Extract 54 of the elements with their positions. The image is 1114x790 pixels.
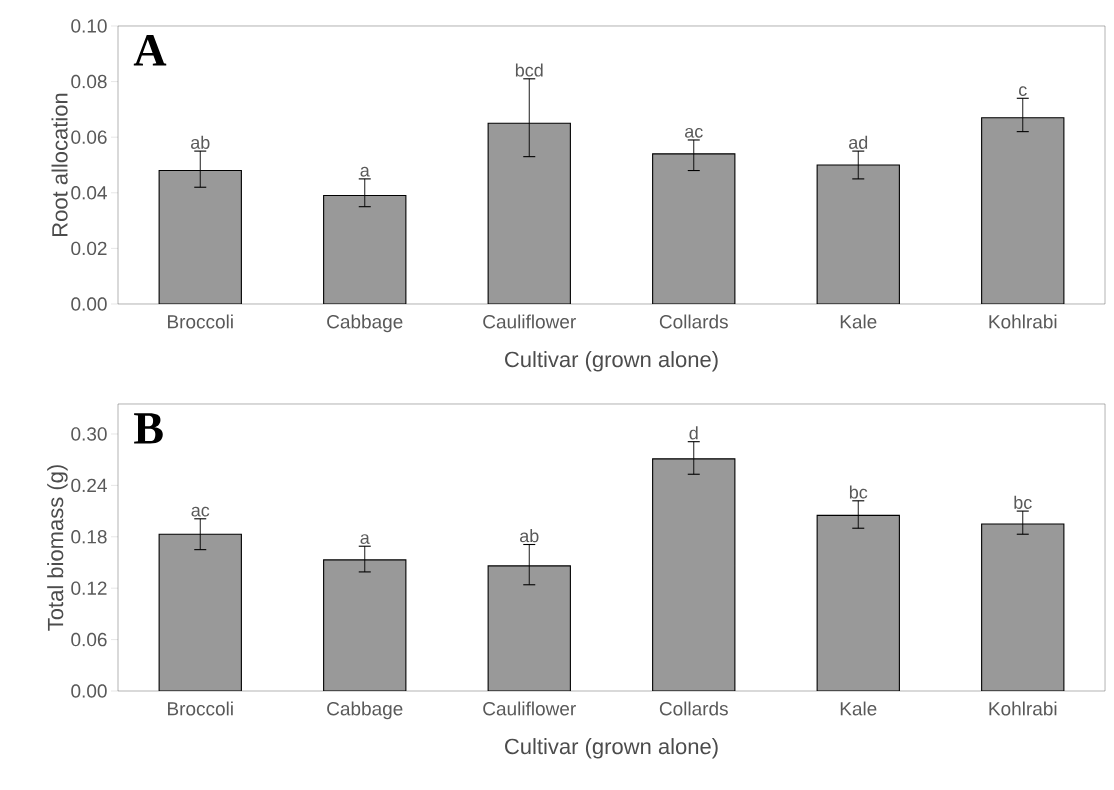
annotation: ab xyxy=(191,135,210,149)
bar xyxy=(652,153,736,304)
annotation: ad xyxy=(849,135,868,149)
bar xyxy=(158,170,242,304)
y-tick-label: 0.08 xyxy=(71,74,107,89)
x-tick-label: Kale xyxy=(840,701,877,716)
y-tick-label: 0.00 xyxy=(71,297,107,311)
bar xyxy=(487,565,571,691)
y-tick-label: 0.04 xyxy=(71,186,107,200)
annotation: d xyxy=(689,426,698,440)
x-tick-label: Kohlrabi xyxy=(989,701,1057,716)
annotation: bcd xyxy=(515,63,543,77)
annotation: ac xyxy=(685,127,703,138)
bar xyxy=(323,195,407,304)
y-axis-title: Root allocation xyxy=(51,93,68,236)
x-tick-label: Collards xyxy=(659,701,728,716)
y-tick-label: 0.06 xyxy=(71,632,107,647)
bar xyxy=(816,164,900,304)
bar xyxy=(816,514,900,691)
annotation: c xyxy=(1019,86,1027,97)
bar xyxy=(981,117,1065,304)
y-tick-label: 0.02 xyxy=(71,241,107,256)
bar xyxy=(323,559,407,691)
annotation: ab xyxy=(520,529,539,543)
x-tick-label: Kale xyxy=(840,314,877,329)
annotation: a xyxy=(360,534,370,545)
chart-title: B xyxy=(134,413,163,444)
y-tick-label: 0.00 xyxy=(71,684,107,698)
bar xyxy=(652,458,736,691)
annotation: bc xyxy=(1014,495,1032,509)
x-tick-label: Cauliflower xyxy=(483,314,576,329)
y-tick-label: 0.30 xyxy=(71,427,107,441)
x-tick-label: Cabbage xyxy=(327,314,403,333)
y-tick-label: 0.06 xyxy=(71,130,107,144)
x-tick-label: Collards xyxy=(659,314,728,329)
y-tick-label: 0.10 xyxy=(71,19,107,33)
y-tick-label: 0.18 xyxy=(71,530,107,544)
annotation: ac xyxy=(191,506,210,517)
annotation: a xyxy=(360,166,370,177)
bar xyxy=(487,122,571,304)
y-tick-label: 0.12 xyxy=(71,581,107,595)
x-tick-label: Cabbage xyxy=(327,701,403,720)
x-tick-label: Broccoli xyxy=(168,314,233,329)
bar xyxy=(981,523,1065,691)
chart-title: A xyxy=(133,35,167,66)
x-tick-label: Kohlrabi xyxy=(989,314,1057,329)
bar xyxy=(158,533,242,691)
x-axis-title: Cultivar (grown alone) xyxy=(505,738,718,759)
x-axis-title: Cultivar (grown alone) xyxy=(505,351,718,372)
y-tick-label: 0.24 xyxy=(71,478,107,493)
annotation: bc xyxy=(849,485,868,499)
x-tick-label: Cauliflower xyxy=(483,701,576,716)
y-axis-title: Total biomass (g) xyxy=(47,465,68,631)
x-tick-label: Broccoli xyxy=(168,701,233,716)
